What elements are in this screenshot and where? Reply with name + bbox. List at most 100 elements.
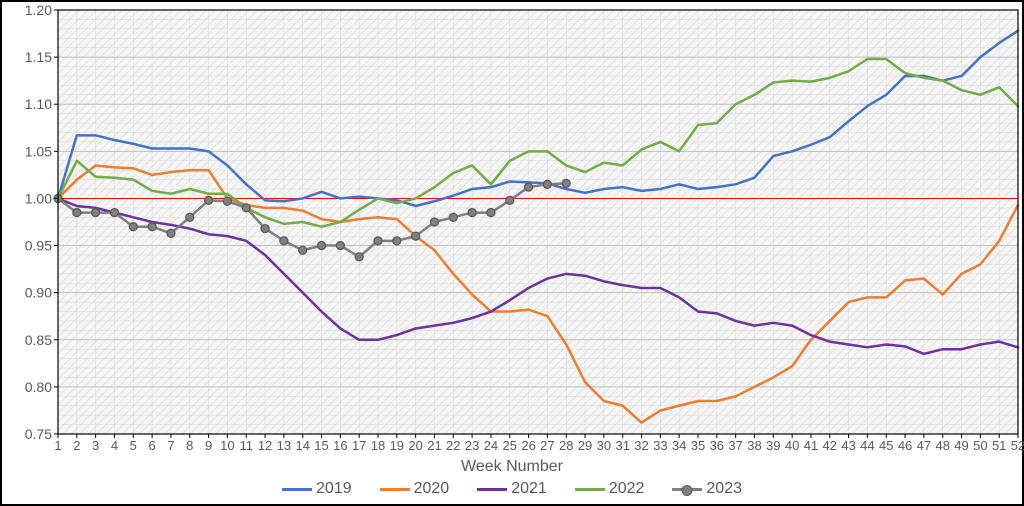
series-marker-2023: [73, 209, 81, 217]
series-marker-2023: [186, 213, 194, 221]
series-marker-2023: [525, 183, 533, 191]
series-marker-2023: [110, 209, 118, 217]
x-tick-label: 30: [597, 438, 611, 453]
x-tick-label: 4: [111, 438, 118, 453]
x-tick-label: 40: [785, 438, 799, 453]
legend-label: 2021: [511, 480, 547, 498]
x-axis-title: Week Number: [2, 458, 1022, 476]
series-marker-2023: [449, 213, 457, 221]
series-marker-2023: [336, 242, 344, 250]
series-marker-2023: [412, 232, 420, 240]
x-tick-label: 52: [1011, 438, 1024, 453]
x-tick-label: 48: [935, 438, 949, 453]
x-tick-label: 26: [521, 438, 535, 453]
x-tick-label: 45: [879, 438, 893, 453]
x-tick-label: 35: [691, 438, 705, 453]
x-tick-label: 1: [54, 438, 61, 453]
legend-swatch: [477, 488, 507, 491]
x-tick-label: 14: [295, 438, 309, 453]
x-tick-label: 21: [427, 438, 441, 453]
series-marker-2023: [280, 237, 288, 245]
x-tick-label: 6: [149, 438, 156, 453]
legend-item-2020: 2020: [380, 480, 450, 498]
x-tick-label: 11: [239, 438, 253, 453]
x-tick-label: 9: [205, 438, 212, 453]
x-tick-label: 47: [917, 438, 931, 453]
legend-item-2019: 2019: [282, 480, 352, 498]
y-tick-label: 0.75: [25, 426, 52, 442]
x-tick-label: 18: [371, 438, 385, 453]
legend-swatch: [380, 488, 410, 491]
x-tick-label: 10: [220, 438, 234, 453]
y-tick-label: 1.10: [25, 96, 52, 112]
y-tick-label: 0.85: [25, 332, 52, 348]
x-tick-label: 25: [503, 438, 517, 453]
x-tick-label: 38: [747, 438, 761, 453]
y-tick-label: 1.20: [25, 2, 52, 18]
x-tick-label: 41: [804, 438, 818, 453]
series-marker-2023: [393, 237, 401, 245]
x-tick-label: 36: [710, 438, 724, 453]
x-tick-label: 16: [333, 438, 347, 453]
x-tick-label: 50: [973, 438, 987, 453]
legend-label: 2019: [316, 480, 352, 498]
series-marker-2023: [205, 196, 213, 204]
y-tick-label: 0.90: [25, 285, 52, 301]
x-tick-label: 29: [578, 438, 592, 453]
x-tick-label: 5: [130, 438, 137, 453]
x-tick-label: 33: [653, 438, 667, 453]
y-tick-label: 1.00: [25, 190, 52, 206]
series-marker-2023: [562, 179, 570, 187]
legend-item-2023: 2023: [672, 480, 742, 498]
legend: 2019 2020 2021 2022 2023: [2, 480, 1022, 498]
series-marker-2023: [92, 209, 100, 217]
x-tick-label: 17: [352, 438, 366, 453]
x-tick-label: 24: [484, 438, 498, 453]
x-tick-label: 31: [615, 438, 629, 453]
series-marker-2023: [487, 209, 495, 217]
series-marker-2023: [223, 197, 231, 205]
legend-label: 2022: [609, 480, 645, 498]
x-tick-label: 15: [314, 438, 328, 453]
y-tick-label: 0.95: [25, 238, 52, 254]
x-tick-label: 7: [167, 438, 174, 453]
series-marker-2023: [543, 180, 551, 188]
series-marker-2023: [374, 237, 382, 245]
series-marker-2023: [468, 209, 476, 217]
legend-item-2022: 2022: [575, 480, 645, 498]
x-tick-label: 22: [446, 438, 460, 453]
x-tick-label: 8: [186, 438, 193, 453]
chart-container: 0.75 0.80 0.85 0.90 0.95 1.00 1.05 1.10 1.15 1.20…: [0, 0, 1024, 506]
series-marker-2023: [506, 196, 514, 204]
series-marker-2023: [167, 229, 175, 237]
x-tick-label: 12: [258, 438, 272, 453]
x-axis-title-text: Week Number: [461, 458, 563, 475]
series-marker-2023: [299, 246, 307, 254]
x-tick-label: 19: [390, 438, 404, 453]
series-marker-2023: [261, 225, 269, 233]
y-tick-label: 1.05: [25, 143, 52, 159]
series-marker-2023: [129, 223, 137, 231]
x-tick-label: 23: [465, 438, 479, 453]
x-tick-label: 43: [841, 438, 855, 453]
legend-label: 2020: [414, 480, 450, 498]
x-tick-label: 51: [992, 438, 1006, 453]
x-tick-label: 34: [672, 438, 686, 453]
series-marker-2023: [355, 253, 363, 261]
x-tick-label: 44: [860, 438, 874, 453]
x-tick-label: 2: [73, 438, 80, 453]
x-tick-label: 27: [540, 438, 554, 453]
x-tick-label: 20: [408, 438, 422, 453]
series-marker-2023: [148, 223, 156, 231]
series-marker-2023: [242, 204, 250, 212]
legend-swatch: [672, 488, 702, 491]
x-tick-label: 13: [277, 438, 291, 453]
y-tick-label: 0.80: [25, 379, 52, 395]
x-tick-label: 28: [559, 438, 573, 453]
x-tick-label: 46: [898, 438, 912, 453]
line-chart: 0.75 0.80 0.85 0.90 0.95 1.00 1.05 1.10 1.15 1.20…: [2, 2, 1024, 472]
y-tick-label: 1.15: [25, 49, 52, 65]
x-tick-label: 37: [728, 438, 742, 453]
x-tick-label: 49: [954, 438, 968, 453]
x-tick-label: 32: [634, 438, 648, 453]
